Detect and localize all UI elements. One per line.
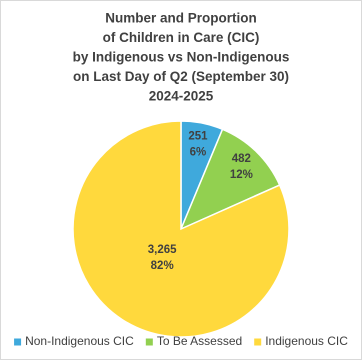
chart-title: by Indigenous vs Non-Indigenous xyxy=(73,50,290,65)
data-label: 82% xyxy=(151,260,174,272)
legend-label: Non-Indigenous CIC xyxy=(25,334,134,348)
data-label: 6% xyxy=(190,146,207,158)
data-label: 3,265 xyxy=(148,244,177,256)
legend-swatch xyxy=(145,338,153,346)
pie-slice xyxy=(72,120,290,338)
data-label: 482 xyxy=(232,153,251,165)
chart-title: 2024-2025 xyxy=(149,89,214,104)
chart-title: of Children in Care (CIC) xyxy=(103,30,260,45)
pie-slice xyxy=(179,128,281,231)
data-label: 251 xyxy=(188,130,208,142)
legend-swatch xyxy=(14,338,22,346)
data-label: 12% xyxy=(230,169,253,181)
chart-title: on Last Day of Q2 (September 30) xyxy=(73,69,289,84)
legend-label: Indigenous CIC xyxy=(265,334,348,348)
legend-label: To Be Assessed xyxy=(157,334,242,348)
chart-title: Number and Proportion xyxy=(105,11,257,26)
legend-swatch xyxy=(254,338,262,346)
